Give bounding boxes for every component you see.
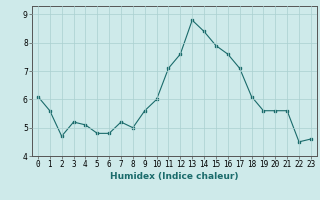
X-axis label: Humidex (Indice chaleur): Humidex (Indice chaleur) <box>110 172 239 181</box>
